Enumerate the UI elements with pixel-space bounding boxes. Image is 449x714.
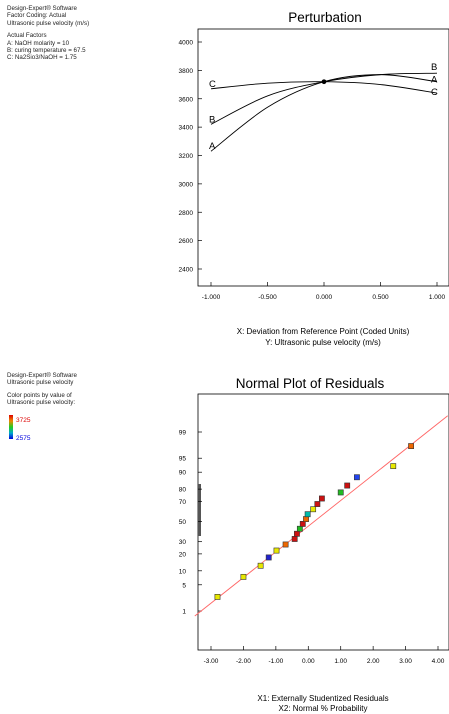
perturbation-info-block: Design-Expert® Software Factor Coding: A… bbox=[7, 5, 89, 62]
perturbation-series-label: C bbox=[431, 87, 438, 98]
normal-reference-line bbox=[194, 415, 449, 617]
residuals-x-tick-label: -2.00 bbox=[236, 658, 251, 665]
perturbation-x-tick-label: 0.500 bbox=[372, 294, 389, 301]
residuals-y-tick-label: 70 bbox=[179, 499, 187, 506]
residuals-x-tick-label: -3.00 bbox=[204, 658, 219, 665]
residual-point bbox=[344, 482, 351, 489]
perturbation-curve-a bbox=[210, 74, 438, 152]
actual-factors-header: Actual Factors bbox=[7, 32, 47, 40]
residual-point bbox=[265, 554, 272, 561]
residuals-axis-marker bbox=[198, 484, 201, 536]
software-name: Design-Expert® Software bbox=[7, 5, 77, 12]
perturbation-y-tick-label: 2600 bbox=[179, 238, 194, 245]
perturbation-y-tick-label: 4000 bbox=[179, 40, 194, 47]
legend-max-label: 3725 bbox=[16, 417, 31, 424]
residuals-x-tick-label: 0.00 bbox=[302, 658, 315, 665]
residuals-x-tick-label: -1.00 bbox=[268, 658, 283, 665]
residuals-y-tick-label: 30 bbox=[179, 539, 187, 546]
perturbation-x-label: X: Deviation from Reference Point (Coded… bbox=[237, 327, 410, 336]
perturbation-y-tick-label: 3400 bbox=[179, 125, 194, 132]
residual-point bbox=[390, 463, 397, 470]
residual-point bbox=[257, 562, 264, 569]
color-legend-bar bbox=[9, 415, 13, 439]
residuals-x-tick-label: 2.00 bbox=[367, 658, 380, 665]
perturbation-chart: Perturbation 2400 2600 2800 3000 3200 3400 360… bbox=[179, 10, 449, 347]
perturbation-x-axis: -1.000 -0.500 0.000 0.500 1.000 bbox=[202, 282, 446, 301]
residuals-y-tick-label: 50 bbox=[179, 519, 187, 526]
reference-point-marker bbox=[321, 79, 327, 85]
perturbation-series-label: B bbox=[431, 62, 437, 73]
residuals-y-tick-label: 99 bbox=[179, 430, 187, 437]
perturbation-y-tick-label: 2800 bbox=[179, 210, 194, 217]
residuals-y-axis: 1 5 10 20 30 50 70 80 90 95 99 bbox=[179, 430, 202, 616]
residual-point bbox=[314, 501, 321, 507]
perturbation-title: Perturbation bbox=[288, 10, 362, 25]
response-name: Ultrasonic pulse velocity (m/s) bbox=[7, 19, 90, 27]
residuals-y-tick-label: 5 bbox=[182, 582, 186, 589]
residuals-x-tick-label: 4.00 bbox=[432, 658, 445, 665]
perturbation-y-tick-label: 3200 bbox=[179, 153, 194, 160]
perturbation-y-label: Y: Ultrasonic pulse velocity (m/s) bbox=[265, 338, 381, 347]
response-name-2: Ultrasonic pulse velocity bbox=[7, 379, 74, 387]
residual-point bbox=[319, 495, 325, 502]
perturbation-series-label: B bbox=[209, 114, 215, 125]
residuals-chart: Normal Plot of Residuals 1 5 10 20 30 50 70 80 9… bbox=[9, 376, 449, 713]
residual-point bbox=[240, 573, 247, 580]
residuals-title: Normal Plot of Residuals bbox=[236, 376, 385, 391]
perturbation-series-label: A bbox=[431, 75, 438, 86]
legend-min-label: 2575 bbox=[16, 435, 31, 442]
perturbation-x-tick-label: 0.000 bbox=[316, 294, 333, 301]
factor-coding: Factor Coding: Actual bbox=[7, 12, 67, 20]
factor-c: C: Na2Sio3/NaOH = 1.75 bbox=[7, 54, 77, 62]
factor-a: A: NaOH molarity = 10 bbox=[7, 39, 70, 47]
factor-b: B: curing temperature = 67.5 bbox=[7, 47, 86, 55]
color-points-sub: Ultrasonic pulse velocity: bbox=[7, 399, 76, 407]
residual-point bbox=[294, 530, 300, 537]
perturbation-y-tick-label: 3600 bbox=[179, 96, 194, 103]
residual-point bbox=[282, 541, 289, 548]
residual-point bbox=[291, 536, 298, 542]
residual-point bbox=[408, 443, 414, 449]
perturbation-x-tick-label: 1.000 bbox=[429, 294, 446, 301]
residuals-y-tick-label: 95 bbox=[179, 456, 187, 463]
residual-point bbox=[354, 474, 360, 481]
residuals-y-tick-label: 20 bbox=[179, 551, 187, 558]
perturbation-series-label: A bbox=[209, 141, 216, 152]
residuals-y-label: X2: Normal % Probability bbox=[279, 704, 368, 713]
residual-point bbox=[296, 525, 303, 532]
residual-point bbox=[304, 511, 311, 518]
residual-point bbox=[273, 547, 280, 554]
perturbation-y-axis: 2400 2600 2800 3000 3200 3400 3600 3800 4000 bbox=[179, 40, 202, 274]
residuals-y-tick-label: 1 bbox=[182, 609, 186, 616]
perturbation-y-tick-label: 3800 bbox=[179, 68, 194, 75]
perturbation-y-tick-label: 3000 bbox=[179, 181, 194, 188]
residuals-y-tick-label: 80 bbox=[179, 487, 187, 494]
residuals-x-label: X1: Externally Studentized Residuals bbox=[257, 694, 388, 703]
perturbation-series-label: C bbox=[209, 79, 216, 90]
residual-point bbox=[303, 516, 309, 522]
residuals-y-tick-label: 10 bbox=[179, 568, 187, 575]
residual-point bbox=[214, 594, 221, 600]
residuals-info-block: Design-Expert® Software Ultrasonic pulse… bbox=[7, 372, 77, 407]
residuals-x-axis: -3.00 -2.00 -1.00 0.00 1.00 2.00 3.00 4.00 bbox=[204, 646, 445, 665]
residuals-frame bbox=[197, 393, 449, 651]
residuals-x-tick-label: 1.00 bbox=[334, 658, 347, 665]
residuals-y-tick-label: 90 bbox=[179, 470, 187, 477]
residual-point bbox=[310, 506, 317, 513]
residual-points bbox=[214, 443, 414, 600]
perturbation-x-tick-label: -0.500 bbox=[258, 294, 277, 301]
color-points-header: Color points by value of bbox=[7, 391, 72, 399]
perturbation-frame bbox=[197, 28, 449, 287]
residual-point bbox=[337, 489, 344, 496]
residual-point bbox=[299, 521, 306, 527]
perturbation-x-tick-label: -1.000 bbox=[202, 294, 221, 301]
software-name-2: Design-Expert® Software bbox=[7, 372, 77, 379]
perturbation-y-tick-label: 2400 bbox=[179, 267, 194, 274]
residuals-x-tick-label: 3.00 bbox=[399, 658, 412, 665]
